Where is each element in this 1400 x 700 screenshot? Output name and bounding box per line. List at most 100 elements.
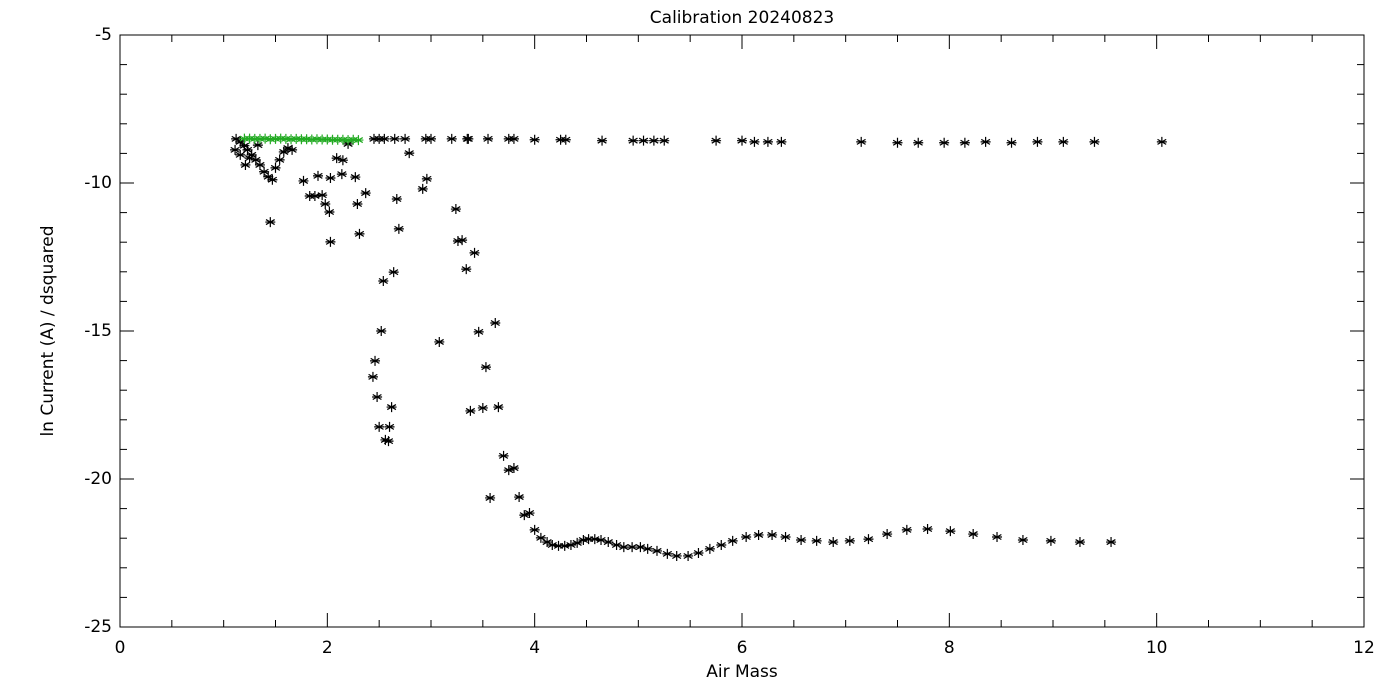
point <box>244 133 255 144</box>
point <box>317 134 328 145</box>
point <box>242 144 253 155</box>
point <box>642 543 653 554</box>
point <box>508 133 519 144</box>
point <box>270 133 281 144</box>
point <box>367 371 378 382</box>
point <box>446 133 457 144</box>
point <box>278 146 289 157</box>
x-tick-label: 4 <box>529 638 540 658</box>
point <box>287 144 298 155</box>
point <box>400 133 411 144</box>
point <box>611 540 622 551</box>
point <box>514 492 525 503</box>
point <box>254 159 265 170</box>
point <box>1106 537 1117 548</box>
y-tick-label: -10 <box>84 173 112 193</box>
x-tick-label: 0 <box>115 638 126 658</box>
point <box>711 135 722 146</box>
point <box>461 264 472 275</box>
point <box>716 540 727 551</box>
point <box>309 191 320 202</box>
point <box>704 543 715 554</box>
point <box>627 542 638 553</box>
point <box>450 204 461 215</box>
point <box>465 405 476 416</box>
point <box>477 402 488 413</box>
point <box>892 137 903 148</box>
point <box>389 133 400 144</box>
point <box>384 421 395 432</box>
point <box>480 362 491 373</box>
point <box>337 155 348 166</box>
point <box>353 135 364 146</box>
point <box>1058 136 1069 147</box>
point <box>535 532 546 543</box>
point <box>863 534 874 545</box>
point <box>404 148 415 159</box>
point <box>618 542 629 553</box>
point <box>317 190 328 201</box>
point <box>485 492 496 503</box>
point <box>296 134 307 145</box>
point <box>508 463 519 474</box>
point <box>662 548 673 559</box>
point <box>542 537 553 548</box>
point <box>378 275 389 286</box>
point <box>374 133 385 144</box>
point <box>1032 136 1043 147</box>
point <box>286 134 297 145</box>
point <box>270 162 281 173</box>
point <box>555 134 566 145</box>
point <box>420 133 431 144</box>
x-tick-label: 2 <box>322 638 333 658</box>
point <box>374 421 385 432</box>
point <box>343 135 354 146</box>
point <box>992 532 1003 543</box>
point <box>244 153 255 164</box>
point <box>360 188 371 199</box>
point <box>306 134 317 145</box>
point <box>320 199 331 210</box>
point <box>780 532 791 543</box>
point <box>322 134 333 145</box>
point <box>393 223 404 234</box>
point <box>572 537 583 548</box>
point <box>597 135 608 146</box>
point <box>659 135 670 146</box>
point <box>671 550 682 561</box>
point <box>753 529 764 540</box>
point <box>589 534 600 545</box>
point <box>737 135 747 146</box>
point <box>939 137 950 148</box>
point <box>1089 136 1100 147</box>
point <box>635 542 646 553</box>
point <box>603 537 614 548</box>
point <box>648 135 659 146</box>
point <box>553 540 564 551</box>
point <box>776 136 787 147</box>
point <box>529 134 540 145</box>
point <box>280 133 291 144</box>
point <box>291 133 302 144</box>
point <box>275 133 286 144</box>
point <box>235 149 246 160</box>
point <box>651 545 662 556</box>
point <box>1156 136 1167 147</box>
point <box>856 136 867 147</box>
point <box>336 169 347 180</box>
point <box>524 508 535 519</box>
y-tick-label: -15 <box>84 321 112 341</box>
point <box>811 535 822 546</box>
point <box>980 136 991 147</box>
point <box>265 134 276 145</box>
point <box>252 140 263 151</box>
point <box>693 548 704 558</box>
point <box>638 135 649 146</box>
point <box>1017 534 1028 545</box>
point <box>260 133 271 144</box>
point <box>337 134 348 145</box>
point <box>844 535 855 546</box>
